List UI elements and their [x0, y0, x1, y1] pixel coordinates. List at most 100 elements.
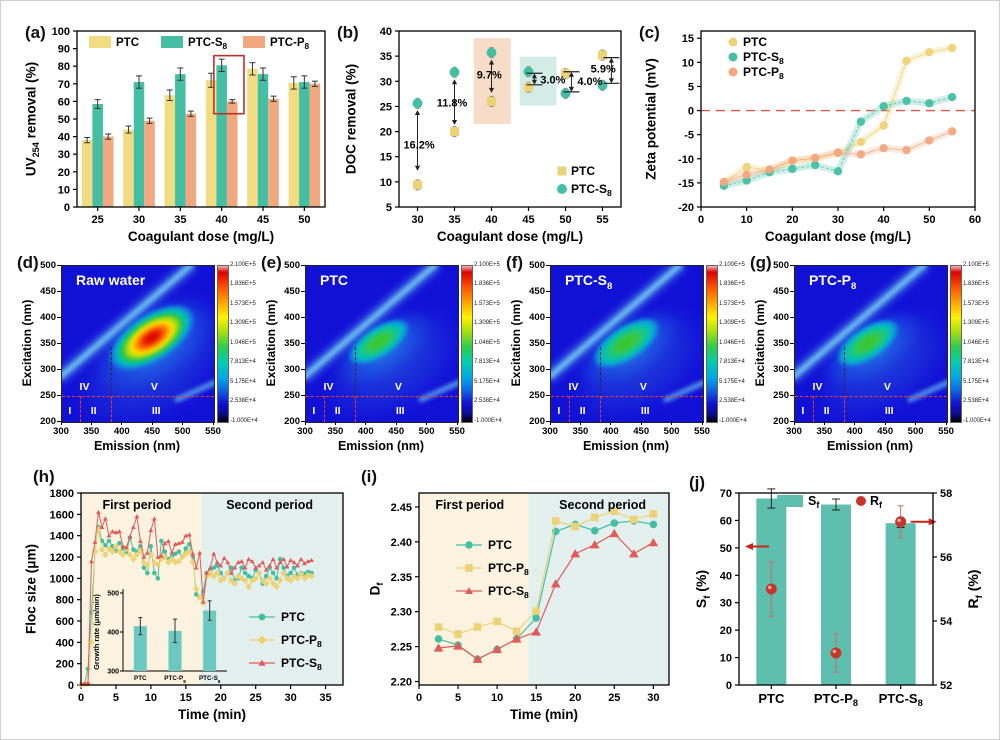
legend-swatch	[161, 36, 183, 48]
y-tick-label-left: 20	[720, 625, 732, 637]
x-tick-label: 300	[53, 426, 69, 437]
y-tick-label: 1400	[50, 531, 74, 543]
marker-circle	[263, 573, 269, 579]
x-tick	[915, 421, 917, 425]
marker-diamond	[196, 594, 204, 601]
x-tick-label: 10	[491, 692, 503, 704]
y-tick-label: 350	[40, 338, 56, 349]
region-label-III: III	[884, 405, 894, 418]
y-tick-label: 450	[773, 286, 789, 297]
colorbar-label: 1.836E+5	[230, 281, 256, 287]
panel-h-tag: (h)	[33, 467, 55, 486]
data-point	[925, 48, 934, 57]
y-tick-label: -20	[678, 202, 694, 214]
y-tick-label: 20	[58, 167, 70, 179]
marker-circle	[214, 563, 220, 568]
y-tick-label: 20	[380, 127, 392, 139]
y-tick-label: 0	[688, 106, 694, 118]
marker-circle	[110, 544, 115, 549]
data-point	[788, 156, 797, 165]
bar-dose-25	[92, 104, 103, 207]
marker-triangle	[211, 551, 217, 556]
x-tick	[426, 421, 428, 425]
region-label-II: II	[334, 405, 341, 418]
x-axis-label: Time (min)	[509, 707, 579, 722]
x-tick	[945, 421, 947, 425]
chart-uv254-removal: 0 10 20 30 40 50 60 70 80 90 100 25 30 35 40 45 50 PTC PTC…	[52, 26, 326, 226]
x-axis-label: Emission (nm)	[582, 439, 670, 453]
y-tick	[546, 368, 550, 370]
legend-label: PTC-P8	[281, 633, 322, 649]
marker-triangle	[92, 539, 98, 544]
y-tick-label: 2.25	[391, 642, 412, 654]
region-line-ex250	[795, 396, 947, 397]
y-tick-label: 80	[58, 61, 70, 73]
inset-category-label: PTC-P8	[164, 675, 186, 684]
legend-label: PTC	[488, 538, 512, 552]
region-line-em330	[813, 396, 815, 422]
y-tick	[57, 342, 61, 344]
x-tick	[151, 421, 153, 425]
bar-dose-35	[185, 113, 197, 207]
y-tick	[57, 368, 61, 370]
colorbar-label: 1.573E+5	[474, 300, 500, 307]
marker-circle	[434, 635, 443, 643]
colorbar-label: -1.000E+4	[963, 417, 991, 424]
y-tick-label: 300	[284, 364, 300, 375]
region-label-V: V	[883, 381, 891, 394]
marker-triangle	[144, 550, 150, 555]
marker-circle	[291, 565, 297, 570]
marker-circle	[649, 520, 658, 529]
marker-triangle	[629, 549, 639, 558]
y-tick-label: 5	[688, 81, 694, 93]
marker-circle	[176, 549, 182, 554]
panel-g-eem-ptc-p8: (g) I II III IV V PTC-P8 300 350 400 450 500 550 200…	[750, 251, 991, 465]
annotation-label: 4.0%	[577, 76, 602, 88]
x-category-label: PTC-P8	[814, 691, 858, 708]
marker-circle	[246, 573, 251, 579]
marker-circle	[183, 546, 189, 551]
legend-label: PTC-S8	[188, 37, 228, 51]
marker-circle	[117, 540, 122, 546]
data-point	[833, 148, 843, 157]
x-tick-label: 30	[832, 214, 844, 226]
marker-triangle	[186, 532, 192, 537]
x-tick-label: 35	[319, 692, 331, 704]
y-tick-label: 400	[284, 312, 300, 323]
region-line-em380-upper	[110, 346, 112, 396]
annotation-label: 5.9%	[591, 64, 616, 76]
marker-triangle	[148, 528, 154, 533]
y-tick-label-left: 0	[726, 680, 732, 692]
y-axis-label: Excitation (nm)	[20, 299, 34, 387]
marker-triangle	[99, 524, 105, 529]
marker-triangle	[302, 561, 307, 566]
y-tick-label: 30	[58, 149, 70, 161]
y-tick	[301, 316, 305, 318]
marker-triangle	[218, 563, 224, 568]
bar-dose-45	[247, 68, 258, 207]
region-line-em380	[110, 396, 112, 422]
y-tick	[546, 264, 550, 266]
colorbar-label: 1.046E+5	[474, 339, 500, 346]
marker-triangle	[127, 534, 133, 539]
y-tick	[790, 290, 794, 292]
x-tick	[610, 421, 612, 425]
y-tick	[546, 316, 550, 318]
first-period-shade	[419, 493, 529, 685]
y-tick	[301, 368, 305, 370]
region-line-em380-upper	[354, 346, 356, 396]
x-tick-label: 60	[969, 214, 981, 226]
marker-triangle	[472, 654, 483, 663]
panel-c-tag: (c)	[639, 23, 660, 42]
panel-e-tag: (e)	[261, 253, 282, 272]
x-tick-label: 550	[938, 426, 954, 437]
marker-triangle	[550, 579, 561, 588]
marker-triangle	[85, 680, 91, 685]
legend-label-sf: Sf	[808, 494, 820, 510]
y-tick-label-right: 52	[940, 680, 952, 692]
x-tick-label: 500	[418, 426, 435, 437]
panel-i-tag: (i)	[361, 467, 378, 486]
x-tick	[304, 421, 306, 425]
region-line-ex250	[306, 396, 458, 397]
panel-b-tag: (b)	[337, 23, 359, 42]
